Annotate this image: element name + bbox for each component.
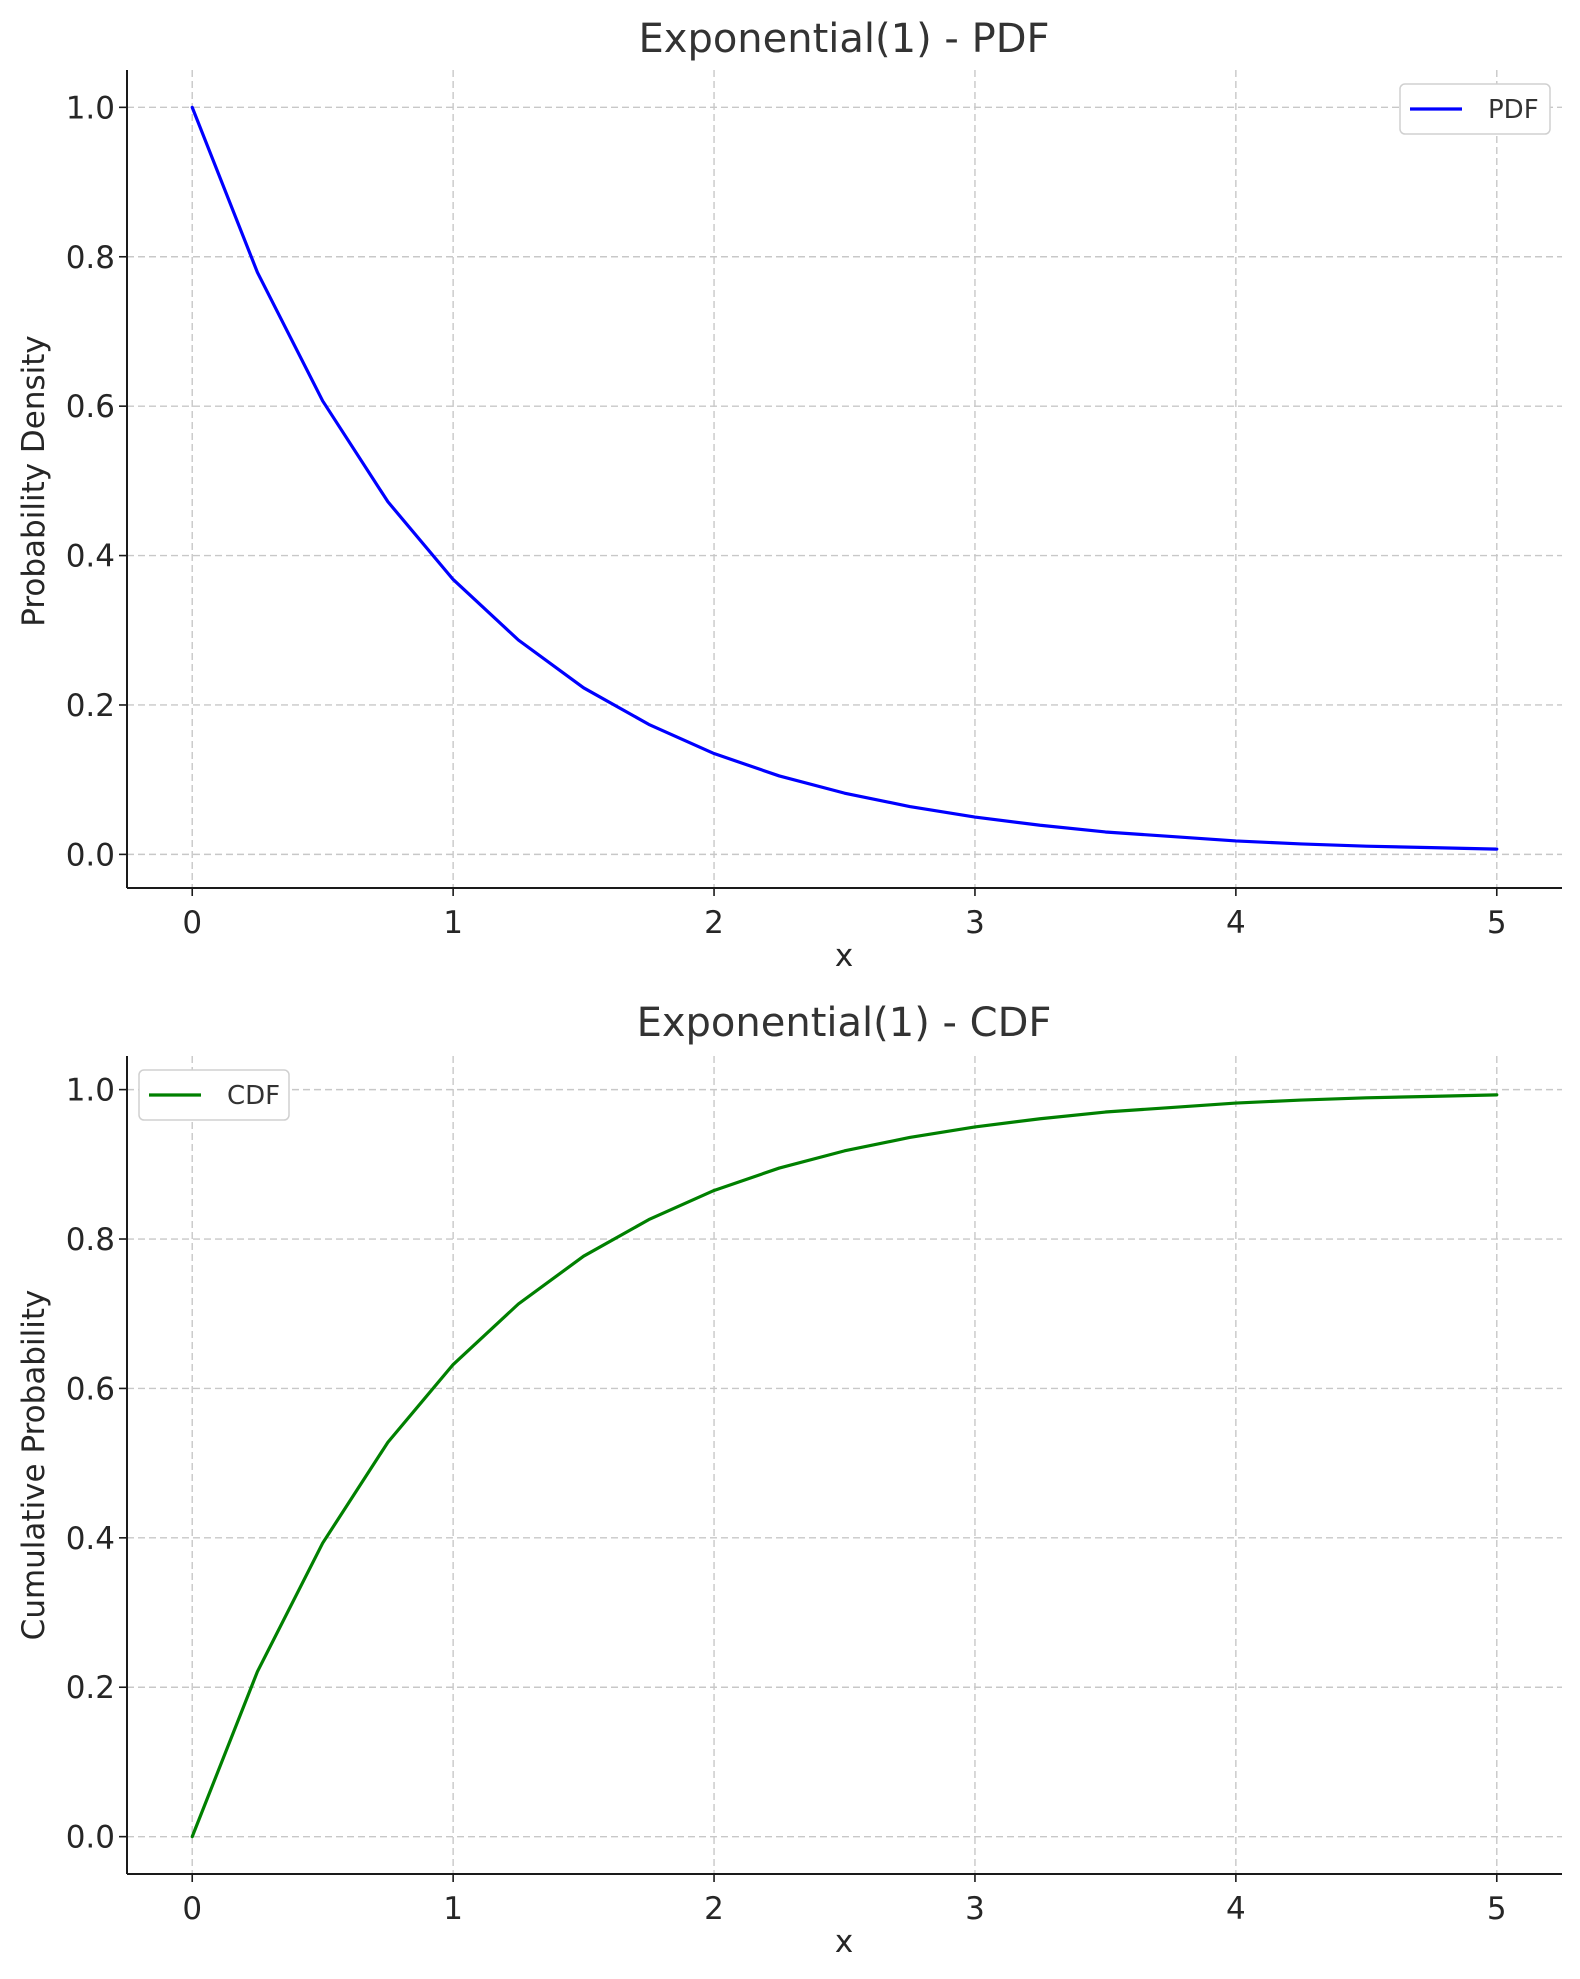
cdf-legend-box	[138, 1069, 290, 1121]
cdf-x-tick-label-5: 5	[1487, 1891, 1507, 1927]
pdf-y-axis-label: Probability Density	[16, 335, 52, 627]
pdf-x-tick-label-1: 1	[443, 905, 463, 941]
pdf-y-tick-label-1: 0.2	[66, 688, 115, 724]
pdf-y-tick-label-5: 1.0	[66, 90, 115, 126]
cdf-y-tick-label-3: 0.6	[66, 1371, 115, 1407]
cdf-chart-title: Exponential(1) - CDF	[637, 1000, 1052, 1046]
pdf-x-tick-label-5: 5	[1487, 905, 1507, 941]
pdf-y-tick-label-3: 0.6	[66, 389, 115, 425]
pdf-legend-label-0: PDF	[1488, 95, 1539, 125]
cdf-x-tick-label-1: 1	[443, 1891, 463, 1927]
pdf-y-tick-label-2: 0.4	[66, 539, 115, 575]
pdf-x-tick-label-4: 4	[1226, 905, 1246, 941]
cdf-series-line-0	[190, 1093, 1499, 1839]
cdf-y-tick-label-5: 1.0	[66, 1073, 115, 1109]
pdf-series-line-0	[190, 105, 1499, 851]
cdf-x-tick-label-3: 3	[965, 1891, 985, 1927]
cdf-y-axis-label: Cumulative Probability	[16, 1290, 52, 1641]
cdf-x-tick-label-4: 4	[1226, 1891, 1246, 1927]
cdf-y-tick-label-2: 0.4	[66, 1521, 115, 1557]
pdf-x-tick-label-2: 2	[704, 905, 724, 941]
pdf-y-tick-label-0: 0.0	[66, 837, 115, 873]
cdf-y-tick-label-4: 0.8	[66, 1222, 115, 1258]
cdf-legend-label-0: CDF	[227, 1081, 280, 1111]
pdf-x-axis-label: x	[835, 938, 853, 974]
pdf-y-tick-label-4: 0.8	[66, 240, 115, 276]
cdf-chart-panel: Exponential(1) - CDF x Cumulative Probab…	[16, 1000, 1562, 1960]
cdf-y-tick-label-1: 0.2	[66, 1670, 115, 1706]
pdf-legend-box	[1399, 83, 1551, 135]
pdf-x-tick-label-3: 3	[965, 905, 985, 941]
pdf-chart-panel: Exponential(1) - PDF x Probability Densi…	[16, 16, 1562, 974]
cdf-legend: CDF	[138, 1069, 290, 1121]
pdf-chart-title: Exponential(1) - PDF	[639, 16, 1050, 62]
cdf-x-tick-label-0: 0	[182, 1891, 202, 1927]
cdf-x-axis-label: x	[835, 1924, 853, 1960]
pdf-legend: PDF	[1399, 83, 1551, 135]
pdf-x-tick-label-0: 0	[182, 905, 202, 941]
cdf-x-tick-label-2: 2	[704, 1891, 724, 1927]
cdf-y-tick-label-0: 0.0	[66, 1820, 115, 1856]
